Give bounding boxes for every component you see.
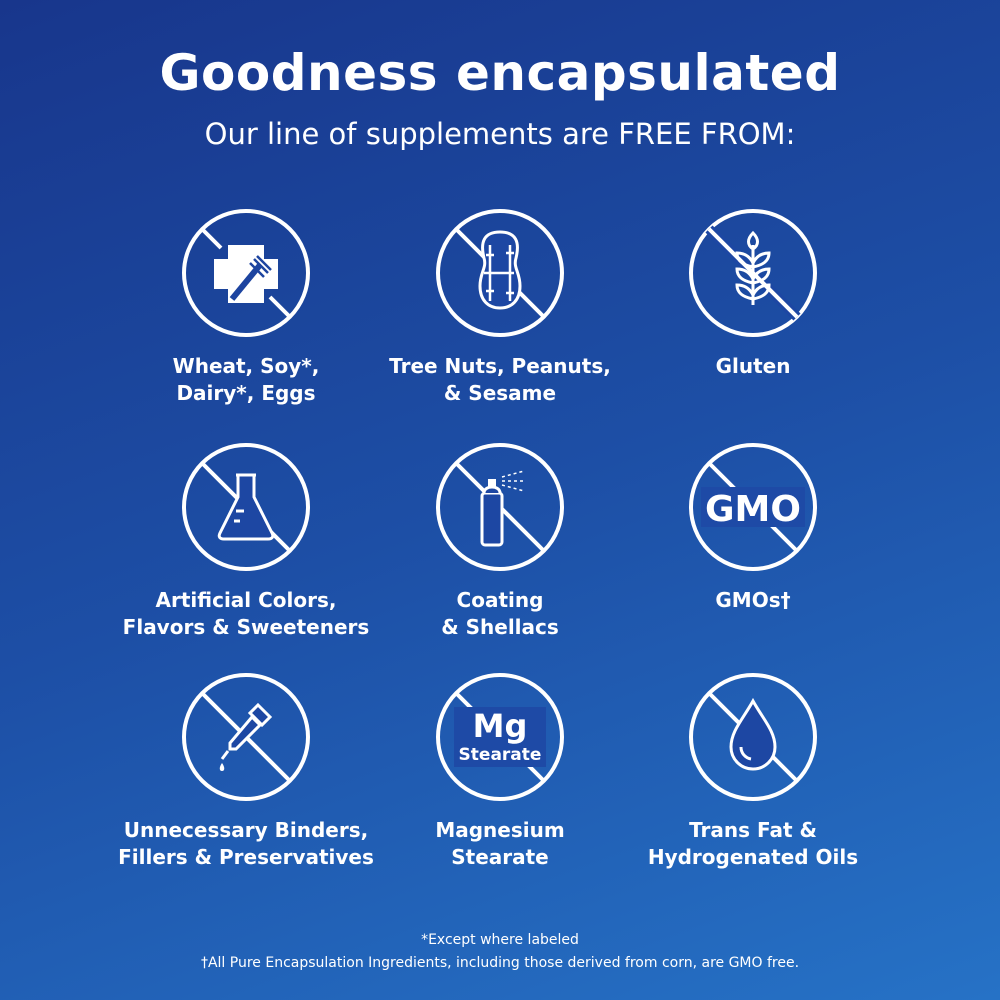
- item-label-line1: Unnecessary Binders,: [123, 818, 369, 842]
- item-label-line1: Tree Nuts, Peanuts,: [389, 354, 611, 378]
- no-wheat-icon: [689, 209, 817, 337]
- page-subtitle: Our line of supplements are FREE FROM:: [204, 117, 796, 151]
- item-label-line2: Stearate: [451, 845, 549, 869]
- gmo-icon-text: GMO: [705, 489, 801, 530]
- footnote-except: *Except where labeled: [421, 932, 579, 948]
- item-gmos: GMO GMOs†: [603, 441, 903, 614]
- item-label-line2: Hydrogenated Oils: [647, 845, 859, 869]
- item-magnesium-stearate: Mg Stearate Magnesium Stearate: [350, 671, 650, 871]
- footnote-gmo: †All Pure Encapsulation Ingredients, inc…: [200, 955, 800, 971]
- no-allergen-cross-fork-icon: [182, 209, 310, 337]
- item-label-line1: Magnesium: [435, 818, 565, 842]
- no-dropper-icon: [182, 673, 310, 801]
- item-label-line1: Trans Fat &: [689, 818, 817, 842]
- item-label-line1: GMOs†: [715, 588, 791, 612]
- stearate-icon-text: Stearate: [459, 745, 542, 765]
- item-label-line2: & Shellacs: [441, 615, 559, 639]
- item-label-line1: Artificial Colors,: [155, 588, 337, 612]
- no-peanut-icon: [436, 209, 564, 337]
- item-label-line2: Flavors & Sweeteners: [122, 615, 370, 639]
- no-oil-drop-icon: [689, 673, 817, 801]
- item-coating-shellacs: Coating & Shellacs: [350, 441, 650, 641]
- item-label-line2: Dairy*, Eggs: [176, 381, 316, 405]
- no-flask-icon: [182, 443, 310, 571]
- item-label-line1: Wheat, Soy*,: [172, 354, 320, 378]
- no-spray-can-icon: [436, 443, 564, 571]
- item-label-line2: & Sesame: [443, 381, 557, 405]
- item-tree-nuts-peanuts-sesame: Tree Nuts, Peanuts, & Sesame: [350, 207, 650, 407]
- item-label-line2: Fillers & Preservatives: [118, 845, 374, 869]
- page-title: Goodness encapsulated: [159, 44, 841, 102]
- mg-icon-text: Mg: [473, 707, 528, 745]
- item-trans-fat: Trans Fat & Hydrogenated Oils: [603, 671, 903, 871]
- item-binders-fillers: Unnecessary Binders, Fillers & Preservat…: [96, 671, 396, 871]
- item-label-line1: Gluten: [715, 354, 791, 378]
- item-artificial-colors: Artificial Colors, Flavors & Sweeteners: [96, 441, 396, 641]
- item-wheat-soy-dairy-eggs: Wheat, Soy*, Dairy*, Eggs: [96, 207, 396, 407]
- item-gluten: Gluten: [603, 207, 903, 380]
- item-label-line1: Coating: [456, 588, 544, 612]
- no-gmo-icon: GMO: [689, 443, 817, 571]
- no-mg-stearate-icon: Mg Stearate: [436, 673, 564, 801]
